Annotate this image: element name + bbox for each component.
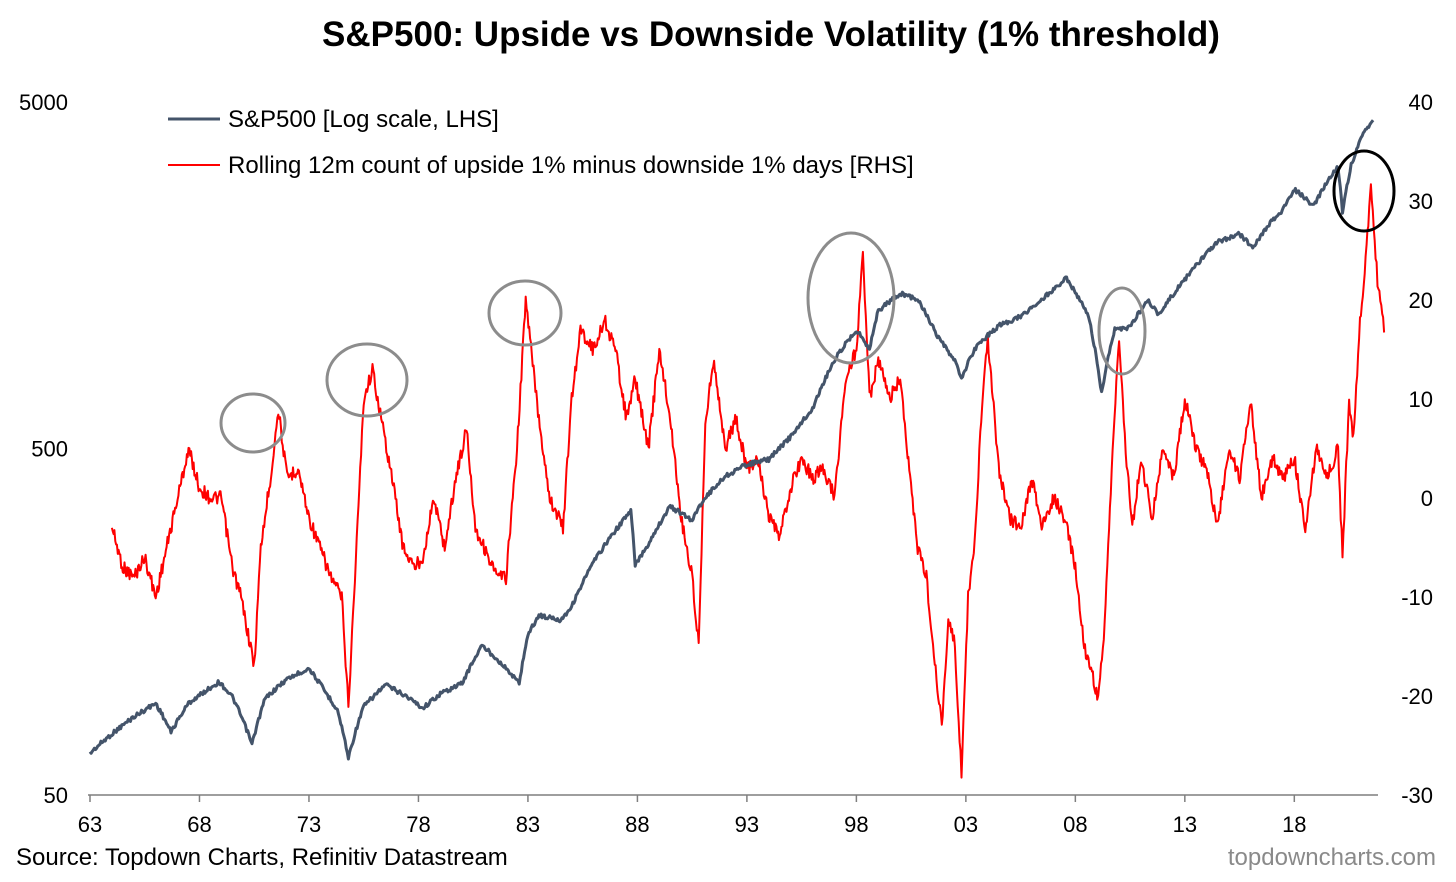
chart-title: S&P500: Upside vs Downside Volatility (1… — [322, 15, 1220, 54]
left-tick-label: 5000 — [19, 90, 68, 115]
x-tick-label: 78 — [406, 812, 430, 837]
x-tick-label: 68 — [187, 812, 211, 837]
x-tick-label: 98 — [844, 812, 868, 837]
x-tick-label: 88 — [625, 812, 649, 837]
annotation-circle-2021 — [1332, 149, 1396, 233]
source-note: Source: Topdown Charts, Refinitiv Datast… — [16, 844, 508, 871]
legend-label-rolling-count: Rolling 12m count of upside 1% minus dow… — [228, 152, 914, 179]
left-axis-ticks: 5000 500 50 — [19, 90, 68, 808]
annotation-circle-1983 — [487, 279, 563, 347]
right-tick-label: -30 — [1401, 783, 1433, 808]
annotation-circle-2009 — [1097, 286, 1147, 376]
annotation-circle-1970 — [219, 392, 287, 454]
right-tick-label: 20 — [1409, 288, 1433, 313]
left-tick-label: 50 — [44, 783, 68, 808]
right-tick-label: 30 — [1409, 189, 1433, 214]
x-tick-label: 18 — [1282, 812, 1306, 837]
right-tick-label: -20 — [1401, 684, 1433, 709]
x-tick-label: 13 — [1173, 812, 1197, 837]
right-axis-ticks: 40 30 20 10 0 -10 -20 -30 — [1401, 90, 1433, 808]
annotation-layer — [219, 149, 1396, 454]
left-tick-label: 500 — [31, 437, 68, 462]
x-axis-ticks: 63 68 73 78 83 88 93 98 03 08 13 18 — [78, 795, 1307, 837]
series-line-rolling-count — [110, 183, 1386, 779]
annotation-circle-1998 — [806, 231, 896, 365]
legend-label-sp500: S&P500 [Log scale, LHS] — [228, 106, 499, 133]
x-tick-label: 03 — [954, 812, 978, 837]
x-tick-label: 63 — [78, 812, 102, 837]
x-tick-label: 73 — [297, 812, 321, 837]
x-tick-label: 08 — [1063, 812, 1087, 837]
series-line-sp500 — [88, 119, 1375, 761]
right-tick-label: 40 — [1409, 90, 1433, 115]
x-tick-label: 93 — [735, 812, 759, 837]
watermark-text: topdowncharts.com — [1228, 844, 1436, 871]
legend: S&P500 [Log scale, LHS] Rolling 12m coun… — [168, 106, 914, 179]
right-tick-label: 0 — [1421, 486, 1433, 511]
right-tick-label: 10 — [1409, 387, 1433, 412]
x-tick-label: 83 — [516, 812, 540, 837]
annotation-circle-1975 — [325, 342, 409, 418]
series-layer — [88, 119, 1386, 779]
right-tick-label: -10 — [1401, 585, 1433, 610]
